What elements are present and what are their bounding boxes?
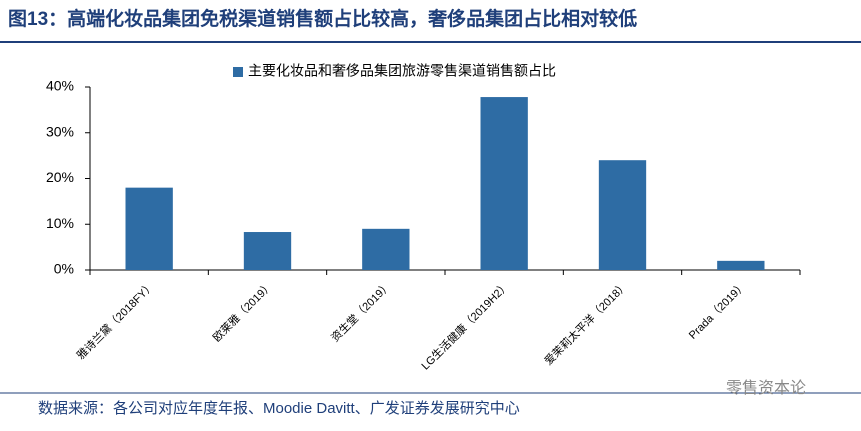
y-tick-label: 40% — [46, 78, 74, 94]
y-tick-label: 20% — [46, 169, 74, 185]
x-tick-label: 欧莱雅（2019） — [210, 278, 276, 344]
bar — [243, 232, 292, 270]
source: 数据来源：各公司对应年度年报、Moodie Davitt、广发证券发展研究中心 — [38, 399, 520, 417]
y-tick-label: 10% — [46, 215, 74, 231]
y-tick-label: 30% — [46, 123, 74, 139]
bar — [362, 228, 410, 270]
bar — [717, 260, 765, 270]
watermark: 零售资本论 — [726, 379, 806, 397]
legend-swatch — [233, 67, 243, 77]
bar — [480, 97, 528, 270]
x-tick-label: 爱茉莉太平洋（2018） — [541, 278, 630, 367]
x-tick-label: 雅诗兰黛（2018FY） — [74, 278, 158, 362]
chart-title: 图13：高端化妆品集团免税渠道销售额占比较高，奢侈品集团占比相对较低 — [8, 7, 637, 30]
y-tick-label: 0% — [54, 261, 74, 277]
x-tick-label: 资生堂（2019） — [328, 278, 394, 344]
x-tick-label: LG生活健康（2019H2） — [418, 278, 512, 372]
x-tick-label: Prada（2019） — [686, 279, 749, 342]
legend-label: 主要化妆品和奢侈品集团旅游零售渠道销售额占比 — [248, 63, 556, 79]
bar — [125, 187, 173, 270]
bar — [598, 160, 647, 270]
